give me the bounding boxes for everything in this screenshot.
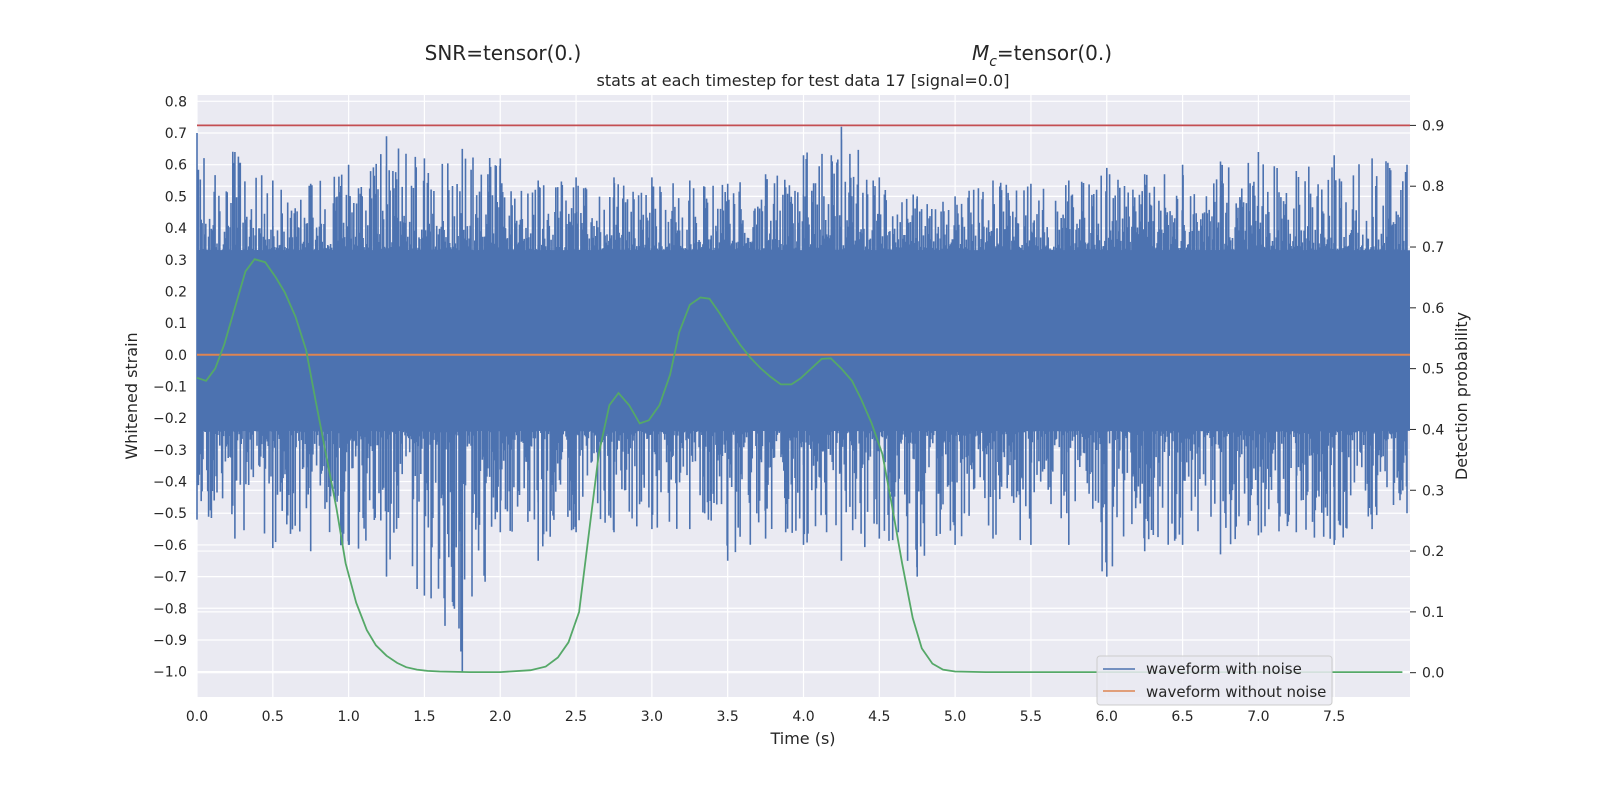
y-left-tick-label: −0.8 — [153, 601, 187, 617]
chirp-mass-subscript: c — [989, 54, 997, 70]
y-right-tick-label: 0.4 — [1422, 422, 1444, 438]
y-left-tick-label: 0.4 — [165, 221, 187, 237]
x-tick-label: 4.0 — [792, 709, 814, 725]
y-right-tick-label: 0.5 — [1422, 362, 1444, 378]
y-left-tick-label: −1.0 — [153, 665, 187, 681]
y-axis-left-label: Whitened strain — [122, 332, 141, 459]
y-left-tick-label: −0.9 — [153, 633, 187, 649]
x-tick-label: 2.0 — [489, 709, 511, 725]
y-right-tick-label: 0.3 — [1422, 483, 1444, 499]
y-left-tick-label: −0.2 — [153, 411, 187, 427]
y-right-tick-label: 0.7 — [1422, 240, 1444, 256]
y-left-tick-label: −0.3 — [153, 443, 187, 459]
x-tick-label: 3.5 — [717, 709, 739, 725]
y-left-tick-label: 0.1 — [165, 316, 187, 332]
y-axis-right-ticks: 0.9 0.8 0.7 0.6 0.5 0.4 0.3 0.2 0.1 0.0 — [1410, 118, 1444, 682]
y-right-tick-label: 0.9 — [1422, 118, 1444, 134]
y-right-tick-label: 0.6 — [1422, 301, 1444, 317]
x-axis-label: Time (s) — [769, 729, 835, 748]
y-left-tick-label: 0.2 — [165, 284, 187, 300]
noise-waveform — [196, 126, 1410, 672]
x-axis-ticks: 0.0 0.5 1.0 1.5 2.0 2.5 3.0 3.5 4.0 4.5 5.0 5.5 6.0 6… — [186, 709, 1345, 725]
y-right-tick-label: 0.0 — [1422, 666, 1444, 682]
y-left-tick-label: −0.6 — [153, 538, 187, 554]
y-left-tick-label: −0.5 — [153, 506, 187, 522]
y-axis-right-label: Detection probability — [1452, 312, 1471, 480]
suptitle-snr: SNR=tensor(0.) — [425, 41, 582, 65]
x-tick-label: 3.0 — [641, 709, 663, 725]
chirp-mass-value: =tensor(0.) — [997, 41, 1112, 65]
chart-title: stats at each timestep for test data 17 … — [597, 71, 1010, 90]
x-tick-label: 0.5 — [262, 709, 284, 725]
y-left-tick-label: 0.8 — [165, 94, 187, 110]
x-tick-label: 7.0 — [1247, 709, 1269, 725]
x-tick-label: 5.5 — [1020, 709, 1042, 725]
legend-box — [1096, 655, 1333, 706]
chirp-mass-symbol: M — [972, 41, 989, 65]
x-tick-label: 6.0 — [1096, 709, 1118, 725]
y-left-tick-label: −0.1 — [153, 379, 187, 395]
y-left-tick-label: 0.0 — [165, 348, 187, 364]
y-right-tick-label: 0.8 — [1422, 179, 1444, 195]
y-left-tick-label: 0.3 — [165, 253, 187, 269]
legend-label-noise: waveform with noise — [1146, 660, 1302, 678]
x-tick-label: 7.5 — [1323, 709, 1345, 725]
y-left-tick-label: 0.7 — [165, 126, 187, 142]
x-tick-label: 1.0 — [337, 709, 359, 725]
detection-probability-line — [196, 258, 1403, 673]
x-tick-label: 6.5 — [1171, 709, 1193, 725]
x-tick-label: 4.5 — [868, 709, 890, 725]
x-tick-label: 2.5 — [565, 709, 587, 725]
legend-label-clean: waveform without noise — [1146, 683, 1326, 701]
y-left-tick-label: −0.4 — [153, 475, 187, 491]
y-left-tick-label: 0.5 — [165, 189, 187, 205]
y-right-tick-label: 0.2 — [1422, 544, 1444, 560]
y-axis-left-ticks: 0.8 0.7 0.6 0.5 0.4 0.3 0.2 0.1 0.0 −0.1 −0.2 −0.3 −… — [153, 94, 187, 680]
y-left-tick-label: 0.6 — [165, 158, 187, 174]
x-tick-label: 0.0 — [186, 709, 208, 725]
y-left-tick-label: −0.7 — [153, 570, 187, 586]
x-tick-label: 1.5 — [413, 709, 435, 725]
y-right-tick-label: 0.1 — [1422, 605, 1444, 621]
x-tick-label: 5.0 — [944, 709, 966, 725]
suptitle-chirp-mass: Mc=tensor(0.) — [972, 41, 1112, 70]
legend: waveform with noise waveform without noi… — [1096, 655, 1333, 706]
